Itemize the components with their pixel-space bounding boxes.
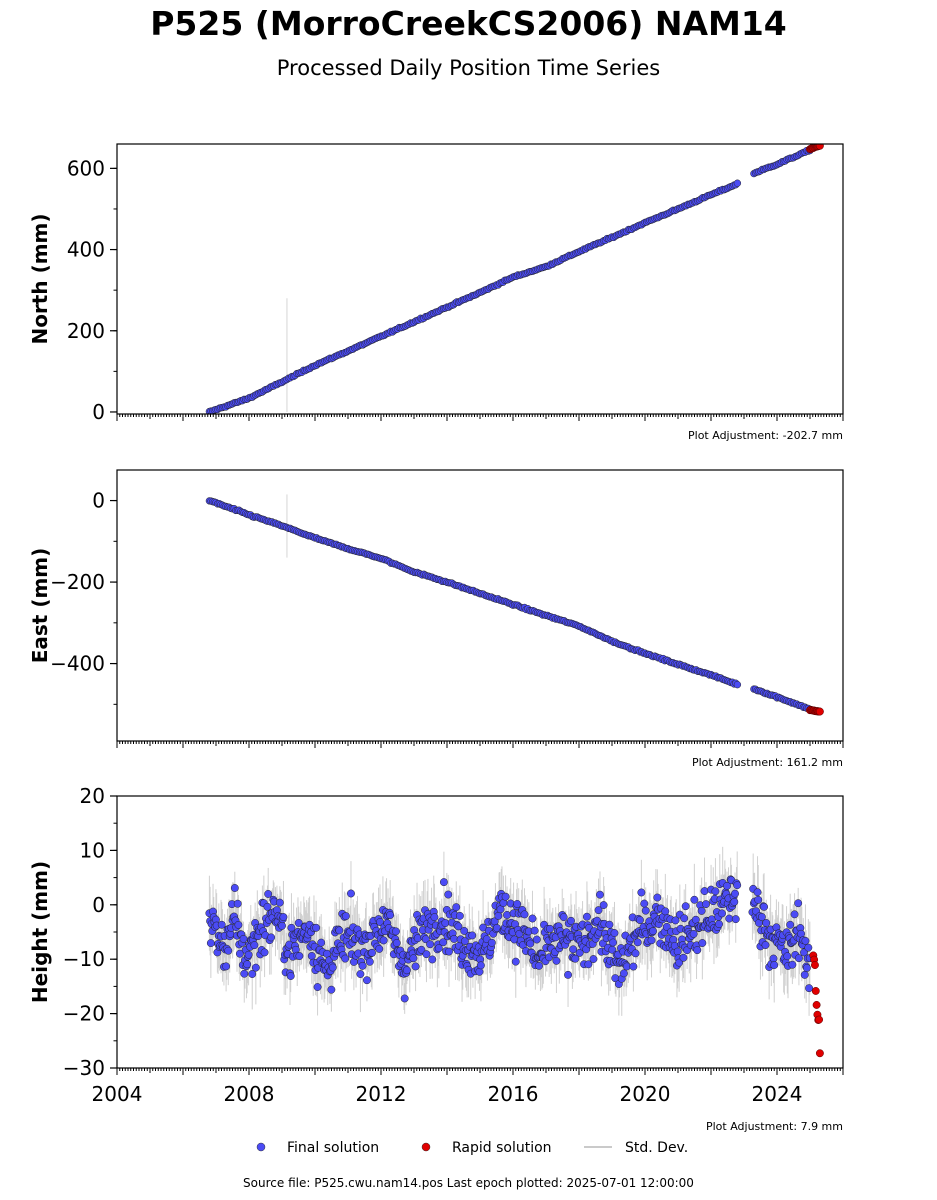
final-solution-points	[205, 875, 814, 1003]
source-footer: Source file: P525.cwu.nam14.pos Last epo…	[243, 1176, 694, 1190]
panel-2: −400 −200 0 East (mm) Plot Adjustment: 161.2…	[28, 469, 844, 769]
y-tick-label: −30	[63, 1056, 105, 1080]
y-tick-label: −20	[63, 1002, 105, 1026]
y-tick-label: 0	[92, 489, 105, 513]
panel-1: 0 200 400 600 North (mm) Plot Adjustment: -20…	[28, 143, 844, 442]
legend: Final solution Rapid solution Std. Dev.	[256, 1140, 688, 1156]
y-ticks	[110, 499, 117, 705]
plot-adjustment: Plot Adjustment: -202.7 mm	[688, 429, 843, 442]
x-ticks	[116, 741, 844, 748]
legend-final-swatch	[256, 1142, 266, 1152]
plot-frame	[116, 469, 844, 742]
y-tick-label: 0	[92, 400, 105, 424]
y-tick-label: −400	[50, 652, 105, 676]
plot-area	[205, 144, 824, 414]
y-ticks	[110, 795, 117, 1069]
x-ticks	[116, 414, 844, 421]
y-tick-label: 20	[80, 784, 105, 808]
x-tick-label: 2004	[92, 1082, 143, 1106]
y-tick-label: 10	[80, 838, 105, 862]
plot-area	[205, 846, 824, 1058]
x-tick-label: 2020	[620, 1082, 671, 1106]
rapid-solution-points	[806, 144, 824, 154]
chart-title: P525 (MorroCreekCS2006) NAM14	[150, 4, 787, 43]
final-solution-points	[205, 146, 814, 414]
final-solution-points	[205, 497, 814, 714]
legend-label: Rapid solution	[452, 1140, 552, 1156]
panel-3: −30 −20 −10 0 10 20 2004 2008 2012 2016 2020 2024 He…	[28, 784, 844, 1133]
x-tick-label: 2024	[752, 1082, 803, 1106]
x-tick-label: 2008	[224, 1082, 275, 1106]
y-axis-label: East (mm)	[28, 548, 52, 664]
legend-label: Std. Dev.	[625, 1140, 688, 1156]
plot-adjustment: Plot Adjustment: 161.2 mm	[692, 756, 843, 769]
rapid-solution-points	[806, 705, 824, 716]
rapid-solution-points	[809, 951, 824, 1058]
x-tick-label: 2016	[488, 1082, 539, 1106]
y-ticks	[110, 167, 117, 413]
plot-area	[205, 494, 824, 716]
y-axis-label: Height (mm)	[28, 861, 52, 1003]
chart-subtitle: Processed Daily Position Time Series	[276, 56, 661, 80]
y-axis-label: North (mm)	[28, 213, 52, 344]
y-tick-label: 0	[92, 893, 105, 917]
y-tick-label: −200	[50, 570, 105, 594]
x-ticks	[116, 1068, 844, 1075]
legend-rapid-swatch	[421, 1142, 431, 1152]
y-tick-label: 600	[67, 156, 105, 180]
y-tick-label: 200	[67, 319, 105, 343]
y-tick-label: −10	[63, 947, 105, 971]
plot-adjustment: Plot Adjustment: 7.9 mm	[706, 1120, 843, 1133]
x-tick-label: 2012	[356, 1082, 407, 1106]
legend-label: Final solution	[287, 1140, 379, 1156]
y-tick-label: 400	[67, 238, 105, 262]
